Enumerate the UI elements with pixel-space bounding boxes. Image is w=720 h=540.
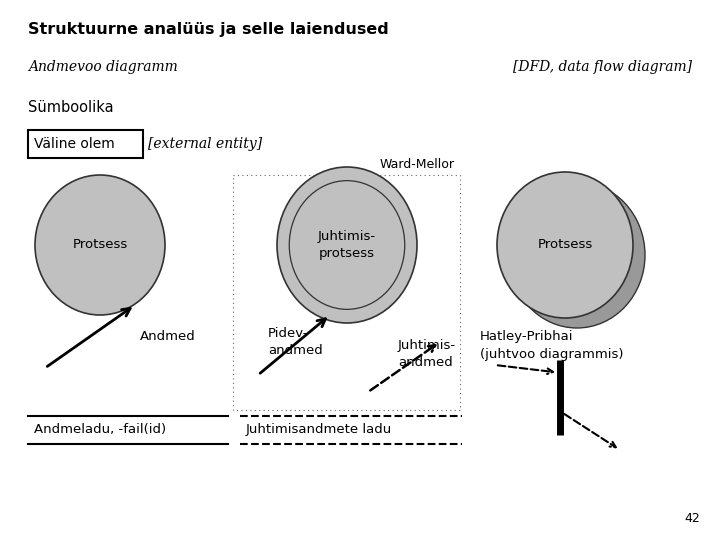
Ellipse shape	[289, 181, 405, 309]
Text: [DFD, data flow diagram]: [DFD, data flow diagram]	[513, 60, 692, 74]
Text: [external entity]: [external entity]	[148, 137, 262, 151]
Text: Hatley-Pribhai
(juhtvoo diagrammis): Hatley-Pribhai (juhtvoo diagrammis)	[480, 330, 624, 361]
Ellipse shape	[277, 167, 417, 323]
Text: Juhtimis-
andmed: Juhtimis- andmed	[398, 339, 456, 369]
Ellipse shape	[509, 182, 645, 328]
Text: Andmed: Andmed	[140, 330, 196, 343]
Text: Juhtimis-
protsess: Juhtimis- protsess	[318, 230, 376, 260]
Text: 42: 42	[684, 512, 700, 525]
Ellipse shape	[35, 175, 165, 315]
Text: Andmeladu, -fail(id): Andmeladu, -fail(id)	[34, 423, 166, 436]
Ellipse shape	[497, 172, 633, 318]
Text: Pidev-
andmed: Pidev- andmed	[268, 327, 323, 357]
Text: Protsess: Protsess	[537, 239, 593, 252]
Text: Protsess: Protsess	[73, 239, 127, 252]
Bar	[28, 130, 143, 158]
Text: Väline olem: Väline olem	[34, 137, 114, 151]
Bar	[233, 175, 460, 410]
Text: Sümboolika: Sümboolika	[28, 100, 114, 115]
Text: Andmevoo diagramm: Andmevoo diagramm	[28, 60, 178, 74]
Text: Ward-Mellor: Ward-Mellor	[380, 158, 455, 171]
Text: Juhtimisandmete ladu: Juhtimisandmete ladu	[246, 423, 392, 436]
Text: Struktuurne analüüs ja selle laiendused: Struktuurne analüüs ja selle laiendused	[28, 22, 389, 37]
